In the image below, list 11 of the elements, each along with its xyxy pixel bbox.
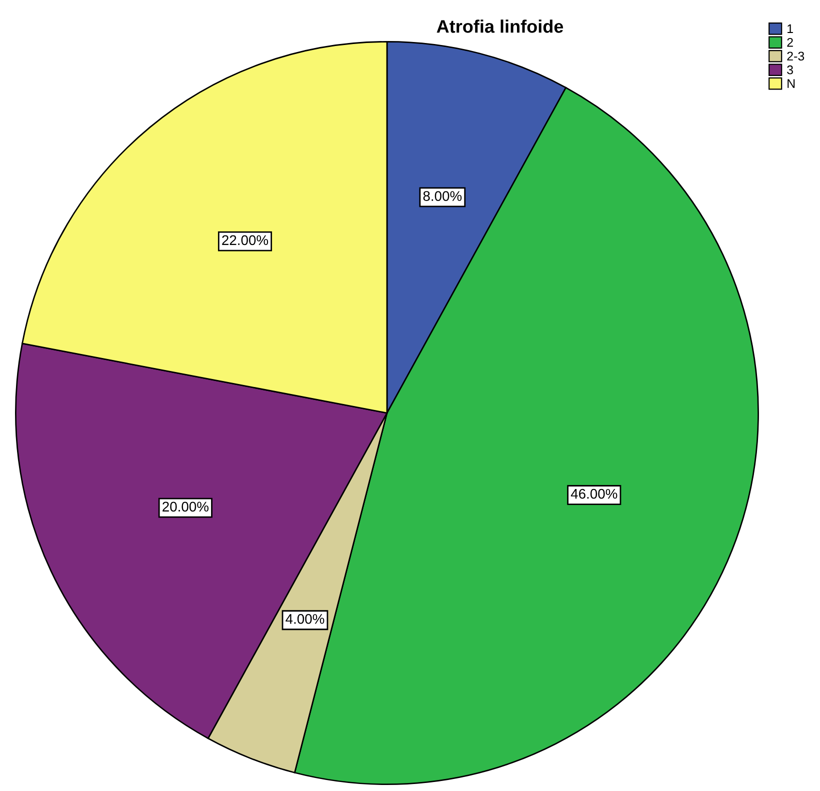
- legend-label: 1: [788, 24, 793, 33]
- legend-label: N: [788, 79, 795, 88]
- data-label: 4.00%: [286, 614, 324, 624]
- data-label: 22.00%: [222, 235, 268, 246]
- legend-label: 2-3: [787, 52, 804, 61]
- data-label: 46.00%: [570, 488, 618, 499]
- data-label: 20.00%: [162, 502, 208, 512]
- legend-label: 2: [787, 38, 793, 47]
- chart-title: Atrofia linfoide: [436, 20, 564, 33]
- data-label: 8.00%: [423, 191, 462, 201]
- legend-label: 3: [787, 65, 793, 74]
